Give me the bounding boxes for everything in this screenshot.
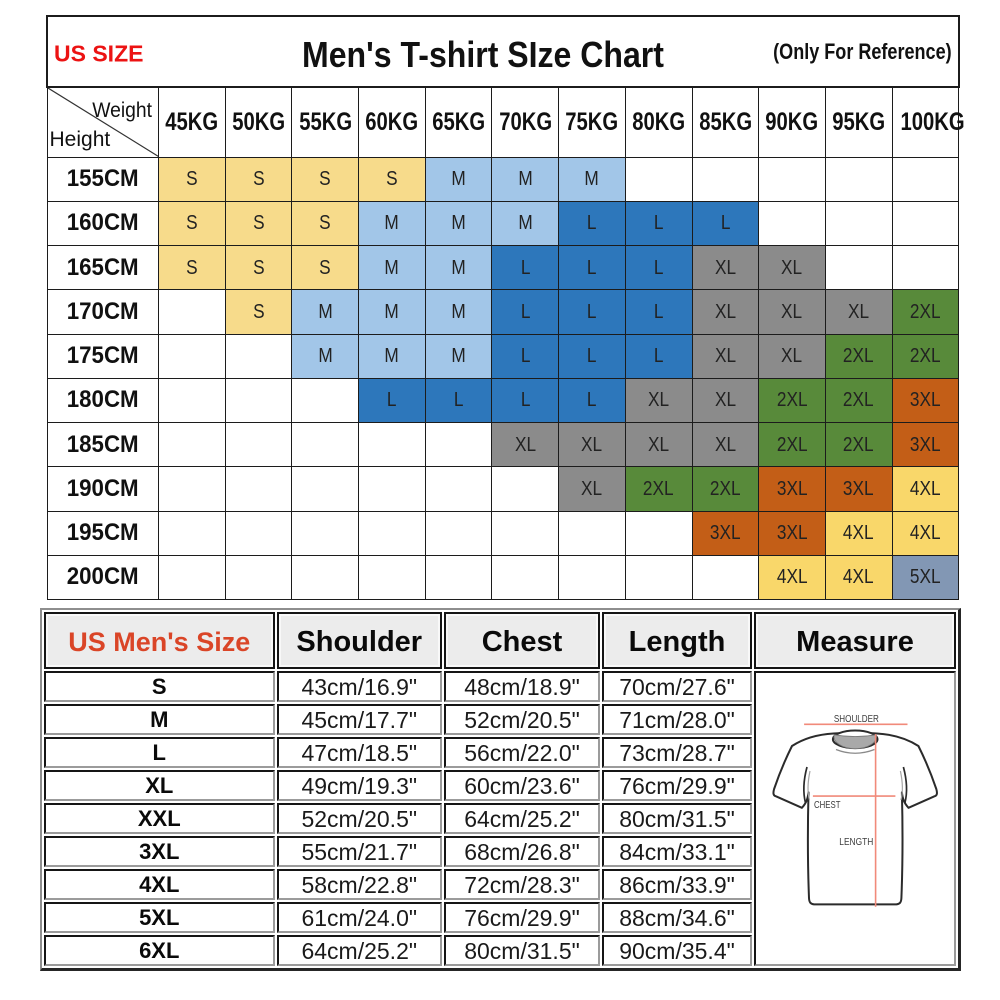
svg-text:LENGTH: LENGTH xyxy=(839,836,873,848)
svg-text:SHOULDER: SHOULDER xyxy=(833,713,878,725)
svg-text:CHEST: CHEST xyxy=(814,799,841,811)
